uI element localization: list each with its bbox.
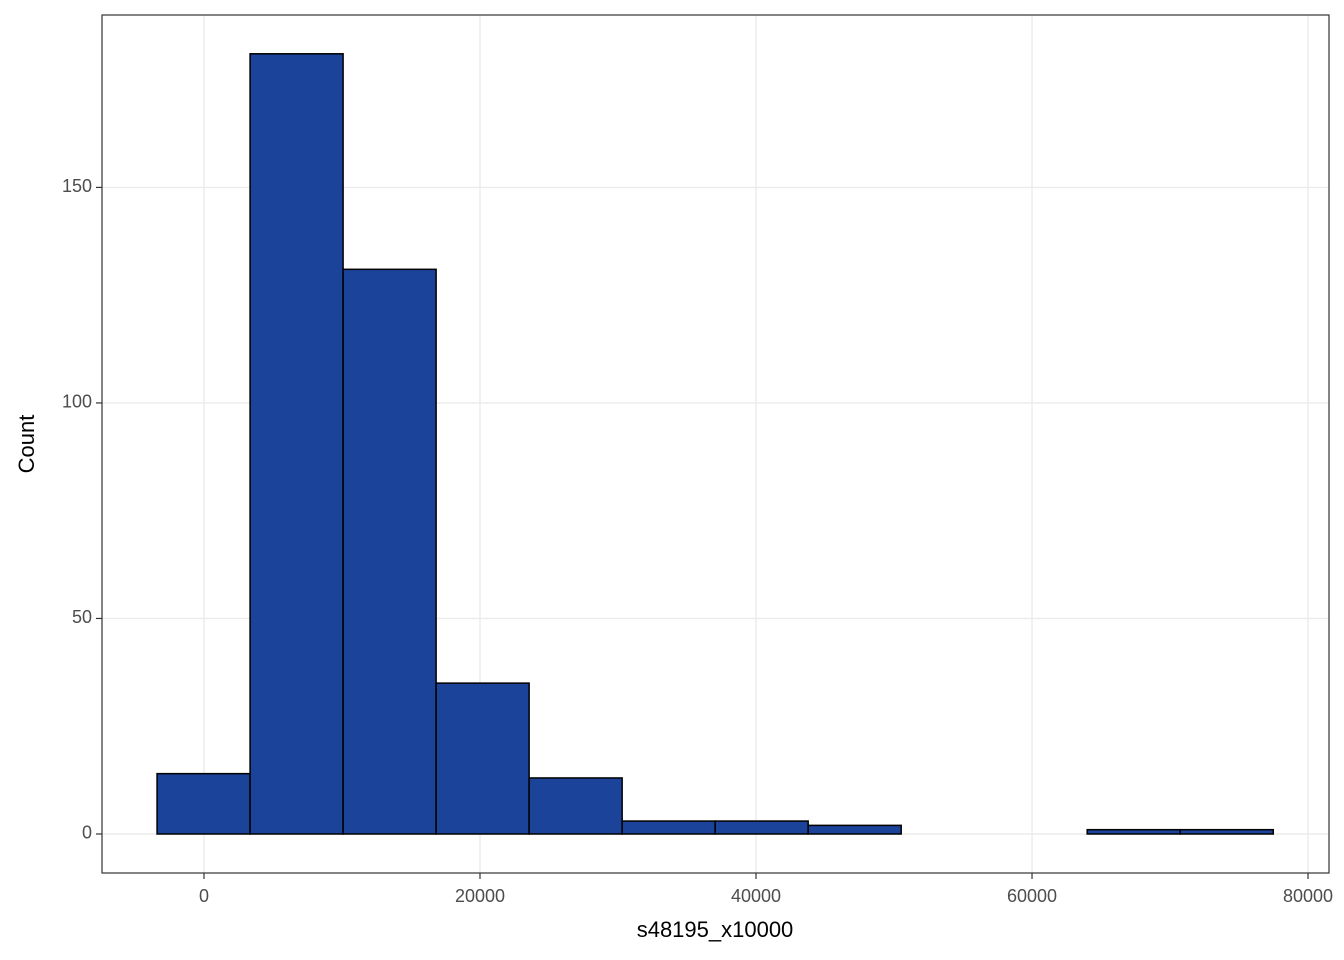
y-axis-label: Count xyxy=(14,415,39,474)
y-tick-label: 0 xyxy=(82,823,92,843)
x-tick-label: 0 xyxy=(199,886,209,906)
bar xyxy=(249,53,344,835)
bar xyxy=(156,772,251,835)
x-tick-label: 60000 xyxy=(1007,886,1057,906)
bar xyxy=(435,682,530,835)
bar xyxy=(621,820,716,835)
bar xyxy=(807,824,902,835)
bar xyxy=(1086,828,1181,835)
y-tick-label: 150 xyxy=(62,176,92,196)
x-axis-label: s48195_x10000 xyxy=(637,917,794,942)
bar xyxy=(528,777,623,835)
y-tick-label: 100 xyxy=(62,392,92,412)
bar xyxy=(342,268,437,835)
x-tick-label: 80000 xyxy=(1283,886,1333,906)
plot-border xyxy=(101,14,1330,874)
x-tick-label: 40000 xyxy=(731,886,781,906)
y-tick-label: 50 xyxy=(72,607,92,627)
bar xyxy=(714,820,809,835)
bar xyxy=(1179,828,1274,835)
x-tick-label: 20000 xyxy=(455,886,505,906)
